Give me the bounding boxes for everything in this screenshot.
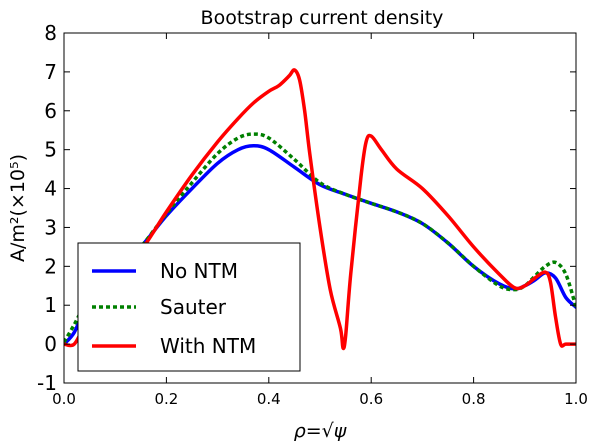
x-tick-label: 1.0 bbox=[564, 390, 588, 408]
chart-title: Bootstrap current density bbox=[201, 7, 444, 29]
legend-label-no-ntm: No NTM bbox=[160, 259, 238, 283]
legend-label-with-ntm: With NTM bbox=[160, 334, 256, 358]
y-tick-label: 6 bbox=[44, 99, 57, 123]
y-tick-label: 8 bbox=[44, 21, 57, 45]
x-tick-label: 0.4 bbox=[257, 390, 281, 408]
x-tick-label: 0.6 bbox=[359, 390, 383, 408]
y-tick-label: 3 bbox=[44, 215, 57, 239]
x-tick-label: 0.8 bbox=[462, 390, 486, 408]
y-tick-label: 0 bbox=[44, 332, 57, 356]
y-axis-label: A/m²(×10⁵) bbox=[7, 154, 29, 262]
x-tick-label: 0.2 bbox=[154, 390, 178, 408]
y-tick-label: 4 bbox=[44, 177, 57, 201]
legend: No NTM Sauter With NTM bbox=[78, 243, 300, 371]
y-tick-label: 7 bbox=[44, 60, 57, 84]
y-tick-label: 2 bbox=[44, 254, 57, 278]
y-tick-label: -1 bbox=[37, 371, 57, 395]
y-tick-label: 1 bbox=[44, 293, 57, 317]
legend-label-sauter: Sauter bbox=[160, 295, 227, 319]
x-axis-label: ρ=√ψ bbox=[294, 420, 347, 442]
y-tick-label: 5 bbox=[44, 138, 57, 162]
